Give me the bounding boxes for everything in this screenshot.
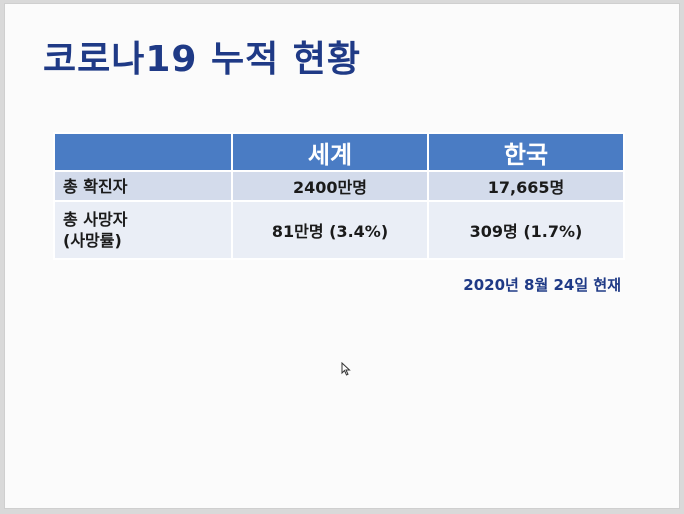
row-label-deaths-line2: (사망률)	[63, 231, 122, 250]
header-empty-cell	[53, 132, 233, 172]
cell-world-confirmed: 2400만명	[231, 170, 429, 202]
cell-korea-confirmed: 17,665명	[427, 170, 625, 202]
date-note: 2020년 8월 24일 현재	[463, 276, 621, 294]
cell-world-deaths: 81만명 (3.4%)	[231, 200, 429, 260]
mouse-cursor-icon	[341, 362, 351, 376]
table-row-confirmed: 총 확진자 2400만명 17,665명	[53, 170, 625, 202]
table-row-deaths: 총 사망자 (사망률) 81만명 (3.4%) 309명 (1.7%)	[53, 200, 625, 260]
row-label-confirmed: 총 확진자	[53, 170, 233, 202]
row-label-deaths-line1: 총 사망자	[63, 210, 128, 229]
header-korea: 한국	[427, 132, 625, 172]
row-label-deaths: 총 사망자 (사망률)	[53, 200, 233, 260]
slide: 코로나19 누적 현황 세계 한국 총 확진자 2400만명 17,665명	[4, 3, 680, 509]
row-label-confirmed-text: 총 확진자	[63, 176, 128, 196]
cell-korea-deaths: 309명 (1.7%)	[427, 200, 625, 260]
slide-title: 코로나19 누적 현황	[43, 39, 362, 80]
table-header-row: 세계 한국	[53, 132, 625, 172]
stats-table: 세계 한국 총 확진자 2400만명 17,665명 총 사망자 (사망률) 8…	[53, 132, 625, 260]
header-world: 세계	[231, 132, 429, 172]
